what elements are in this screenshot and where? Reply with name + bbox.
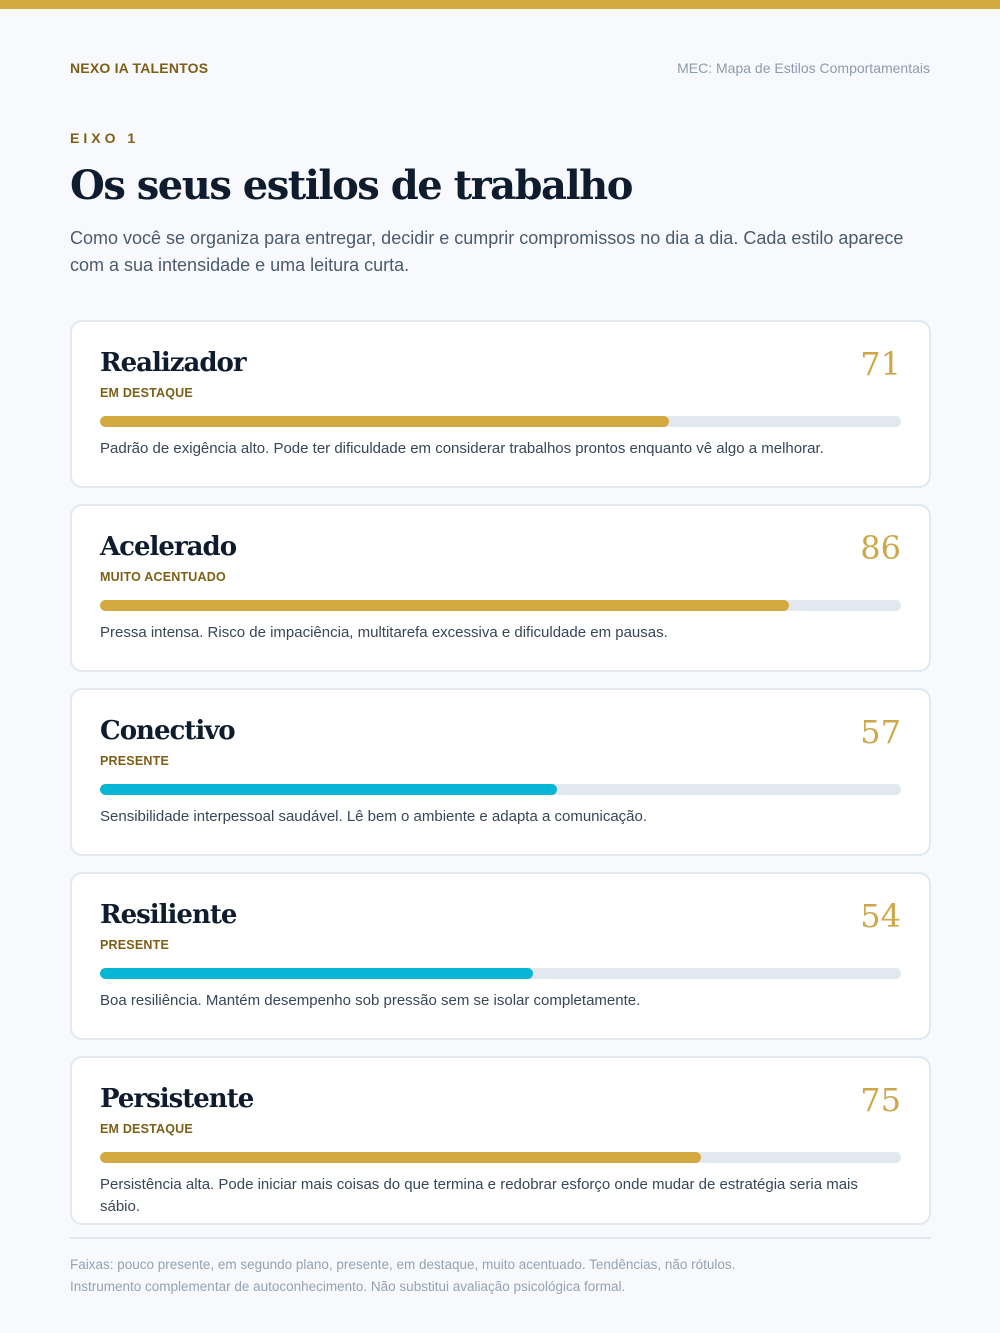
brand-name: NEXO IA TALENTOS: [70, 60, 209, 76]
style-band: MUITO ACENTUADO: [100, 570, 226, 584]
footer-bands-note: Faixas: pouco presente, em segundo plano…: [70, 1257, 736, 1272]
intensity-bar: [100, 784, 901, 795]
section-intro: Como você se organiza para entregar, dec…: [70, 228, 904, 275]
style-score: 75: [860, 1081, 901, 1119]
document-title: MEC: Mapa de Estilos Comportamentais: [677, 60, 930, 76]
intensity-bar-fill: [100, 1152, 701, 1163]
style-name: Acelerado: [100, 532, 237, 562]
section-eyebrow: EIXO 1: [70, 130, 140, 146]
style-score: 57: [860, 713, 901, 751]
footer-disclaimer: Instrumento complementar de autoconhecim…: [70, 1279, 626, 1294]
intensity-bar: [100, 600, 901, 611]
intensity-bar: [100, 1152, 901, 1163]
intensity-bar-fill: [100, 416, 669, 427]
style-card: Realizador 71 EM DESTAQUE Padrão de exig…: [70, 320, 931, 488]
style-band: EM DESTAQUE: [100, 1122, 193, 1136]
style-score: 54: [860, 897, 901, 935]
style-name: Realizador: [100, 348, 247, 378]
footer-divider: [70, 1237, 931, 1239]
style-description: Sensibilidade interpessoal saudável. Lê …: [100, 808, 648, 825]
style-description: Persistência alta. Pode iniciar mais coi…: [100, 1176, 858, 1215]
style-card: Acelerado 86 MUITO ACENTUADO Pressa inte…: [70, 504, 931, 672]
intensity-bar: [100, 968, 901, 979]
style-band: PRESENTE: [100, 754, 169, 768]
style-card: Persistente 75 EM DESTAQUE Persistência …: [70, 1056, 931, 1225]
style-cards: Realizador 71 EM DESTAQUE Padrão de exig…: [70, 320, 931, 1225]
style-name: Resiliente: [100, 900, 237, 930]
style-description: Boa resiliência. Mantém desempenho sob p…: [100, 992, 641, 1009]
page-title: Os seus estilos de trabalho: [70, 162, 633, 209]
style-card: Conectivo 57 PRESENTE Sensibilidade inte…: [70, 688, 931, 856]
intensity-bar-fill: [100, 784, 557, 795]
intensity-bar: [100, 416, 901, 427]
style-band: EM DESTAQUE: [100, 386, 193, 400]
style-name: Conectivo: [100, 716, 236, 746]
style-name: Persistente: [100, 1084, 254, 1114]
style-description: Pressa intensa. Risco de impaciência, mu…: [100, 624, 668, 641]
intensity-bar-fill: [100, 600, 789, 611]
style-description: Padrão de exigência alto. Pode ter dific…: [100, 440, 824, 457]
style-score: 86: [860, 529, 901, 567]
footer-notes: Faixas: pouco presente, em segundo plano…: [70, 1254, 930, 1298]
style-band: PRESENTE: [100, 938, 169, 952]
style-score: 71: [860, 345, 901, 383]
intensity-bar-fill: [100, 968, 533, 979]
top-accent-bar: [0, 0, 1000, 9]
style-card: Resiliente 54 PRESENTE Boa resiliência. …: [70, 872, 931, 1040]
page-header: NEXO IA TALENTOS MEC: Mapa de Estilos Co…: [70, 60, 930, 80]
